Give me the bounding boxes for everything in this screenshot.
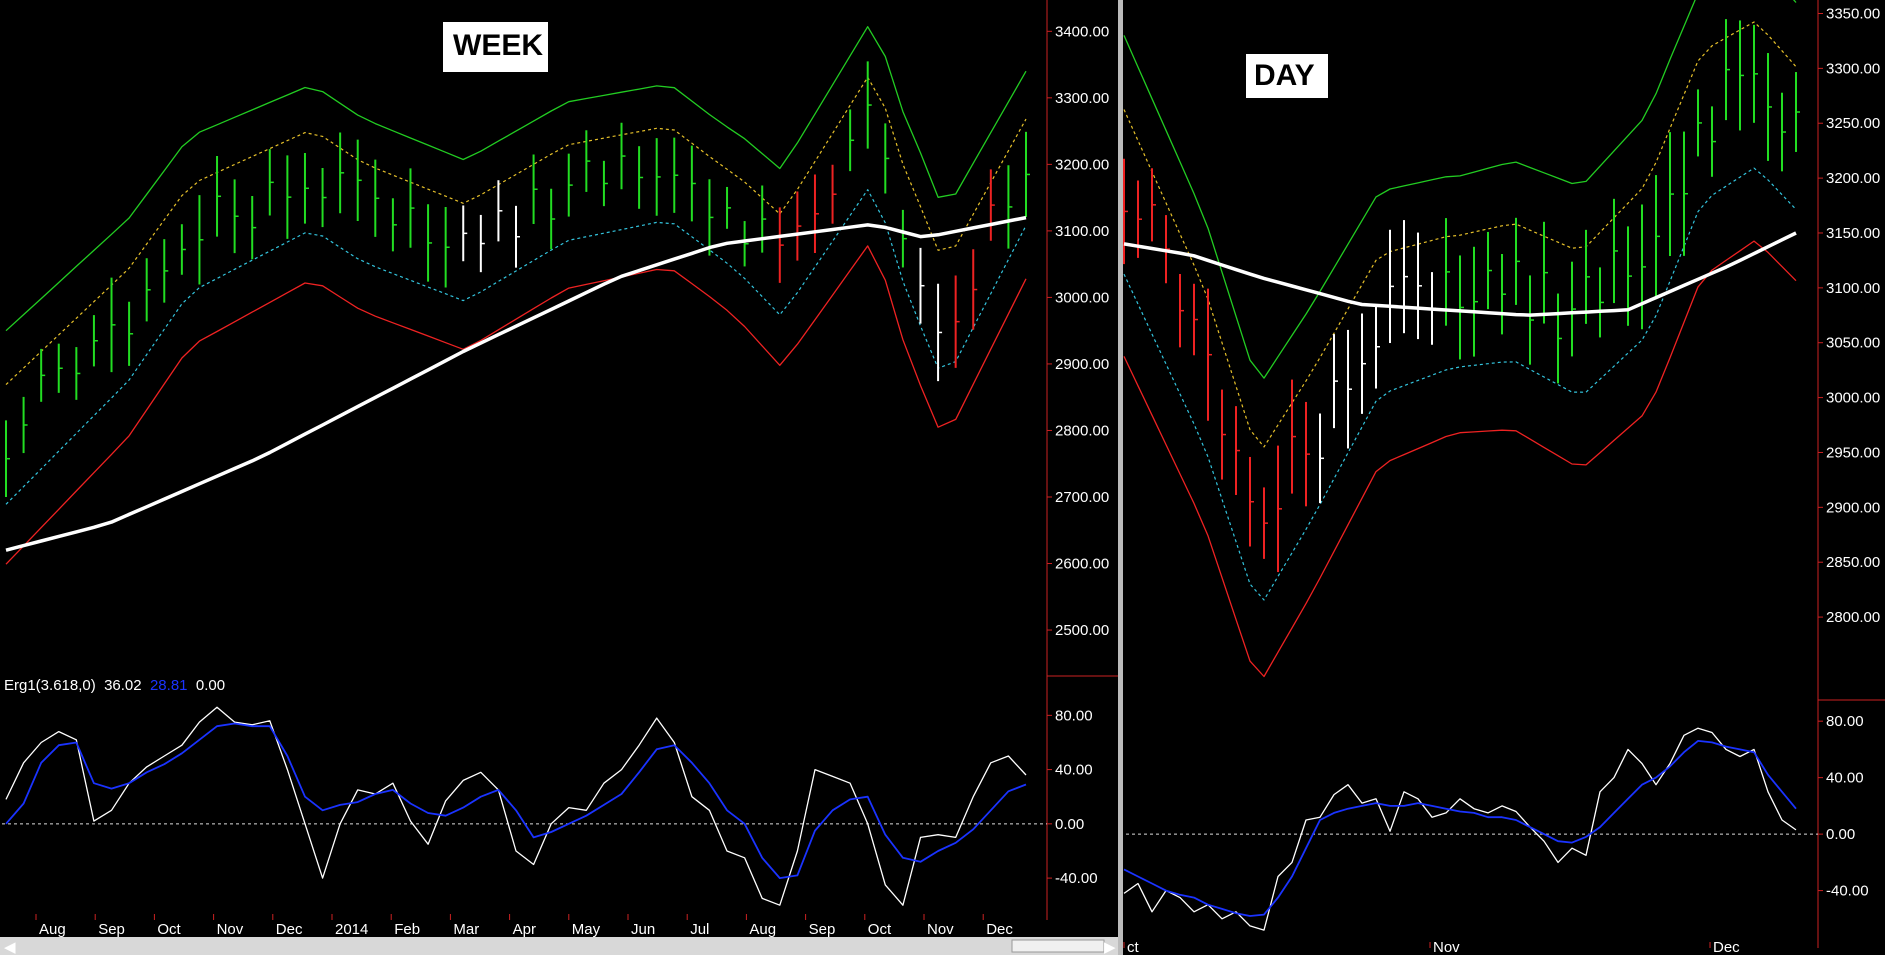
price-tick-label: 3050.00 bbox=[1826, 335, 1880, 352]
price-tick-label: 3300.00 bbox=[1826, 60, 1880, 77]
oscillator-fast-line bbox=[5, 706, 1027, 906]
lower-band-line bbox=[1123, 240, 1797, 678]
time-tick-label: Nov bbox=[927, 921, 954, 938]
price-tick-label: 3200.00 bbox=[1826, 170, 1880, 187]
time-tick-label: Sep bbox=[809, 921, 836, 938]
time-tick-label: Oct bbox=[157, 921, 181, 938]
week-panel: 3400.00 3300.00 3200.00 3100.00 3000.00 2900.… bbox=[2, 0, 1118, 938]
scroll-right-arrow: ▶ bbox=[1104, 939, 1116, 955]
price-tick-label: 3300.00 bbox=[1055, 90, 1109, 107]
time-tick-label: Dec bbox=[276, 921, 303, 938]
day-label: DAY bbox=[1246, 54, 1328, 98]
chart-chrome: ◀ ▶ bbox=[0, 0, 1123, 955]
osc-tick-label: 0.00 bbox=[1055, 816, 1084, 833]
price-tick-label: 2700.00 bbox=[1055, 489, 1109, 506]
price-tick-label: 2500.00 bbox=[1055, 622, 1109, 639]
price-tick-label: 2900.00 bbox=[1826, 499, 1880, 516]
time-tick-label: Aug bbox=[39, 921, 66, 938]
horizontal-scrollbar bbox=[0, 937, 1118, 955]
upper-band-line bbox=[1123, 0, 1797, 379]
moving-average-line bbox=[5, 215, 1027, 552]
price-tick-label: 2800.00 bbox=[1826, 609, 1880, 626]
osc-tick-label: 40.00 bbox=[1055, 762, 1093, 779]
price-tick-label: 2900.00 bbox=[1055, 356, 1109, 373]
indicator-value-1: 36.02 bbox=[104, 677, 142, 694]
price-tick-label: 3100.00 bbox=[1055, 223, 1109, 240]
price-tick-label: 3100.00 bbox=[1826, 280, 1880, 297]
indicator-value-2: 28.81 bbox=[149, 677, 188, 694]
time-tick-label: Dec bbox=[1713, 939, 1740, 955]
indicator-value-3: 0.00 bbox=[195, 677, 226, 694]
upper-dotted-line bbox=[1123, 21, 1797, 448]
time-tick-label: Nov bbox=[1433, 939, 1460, 955]
price-tick-label: 2950.00 bbox=[1826, 444, 1880, 461]
osc-tick-label: 80.00 bbox=[1826, 713, 1864, 730]
indicator-name: Erg1(3.618,0) bbox=[4, 677, 96, 694]
indicator-legend: Erg1(3.618,0) 36.02 28.81 0.00 bbox=[4, 677, 225, 694]
price-tick-label: 3250.00 bbox=[1826, 115, 1880, 132]
oscillator-slow-line bbox=[1123, 740, 1797, 917]
time-tick-label: Jul bbox=[690, 921, 709, 938]
panel-divider bbox=[1118, 0, 1123, 955]
price-tick-label: 3350.00 bbox=[1826, 5, 1880, 22]
time-tick-label: ct bbox=[1127, 939, 1140, 955]
osc-tick-label: -40.00 bbox=[1055, 870, 1098, 887]
lower-dotted-line bbox=[5, 189, 1027, 505]
oscillator-fast-line bbox=[1123, 727, 1797, 931]
oscillator-slow-line bbox=[5, 722, 1027, 879]
week-label: WEEK bbox=[443, 22, 548, 72]
moving-average-line bbox=[1123, 231, 1797, 317]
time-tick-label: May bbox=[572, 921, 601, 938]
price-tick-label: 3150.00 bbox=[1826, 225, 1880, 242]
time-tick-label: Feb bbox=[394, 921, 420, 938]
lower-dotted-line bbox=[1123, 167, 1797, 601]
price-tick-label: 3000.00 bbox=[1055, 289, 1109, 306]
time-tick-label: Nov bbox=[217, 921, 244, 938]
price-tick-label: 2800.00 bbox=[1055, 422, 1109, 439]
time-tick-label: Jun bbox=[631, 921, 655, 938]
osc-tick-label: 40.00 bbox=[1826, 770, 1864, 787]
time-tick-label: 2014 bbox=[335, 921, 368, 938]
osc-tick-label: 80.00 bbox=[1055, 707, 1093, 724]
upper-dotted-line bbox=[5, 76, 1027, 386]
price-tick-label: 3400.00 bbox=[1055, 23, 1109, 40]
time-tick-label: Dec bbox=[986, 921, 1013, 938]
day-panel: 3350.00 3300.00 3250.00 3200.00 3150.00 3100.… bbox=[1120, 0, 1885, 955]
scrollbar-thumb bbox=[1011, 939, 1105, 953]
ohlc-bars bbox=[5, 61, 1030, 498]
price-tick-label: 3000.00 bbox=[1826, 390, 1880, 407]
osc-tick-label: -40.00 bbox=[1826, 883, 1869, 900]
lower-band-line bbox=[5, 245, 1027, 565]
time-tick-label: Sep bbox=[98, 921, 125, 938]
upper-band-line bbox=[5, 26, 1027, 332]
time-tick-label: Aug bbox=[749, 921, 776, 938]
osc-tick-label: 0.00 bbox=[1826, 826, 1855, 843]
scroll-left-arrow: ◀ bbox=[4, 939, 16, 955]
price-tick-label: 3200.00 bbox=[1055, 156, 1109, 173]
price-tick-label: 2600.00 bbox=[1055, 556, 1109, 573]
time-tick-label: Mar bbox=[453, 921, 479, 938]
time-tick-label: Oct bbox=[868, 921, 892, 938]
time-tick-label: Apr bbox=[513, 921, 536, 938]
price-tick-label: 2850.00 bbox=[1826, 554, 1880, 571]
